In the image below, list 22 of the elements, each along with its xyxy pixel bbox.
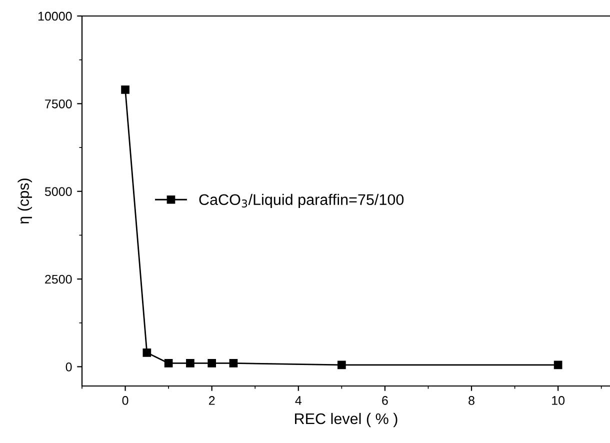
y-tick-label: 5000 [44,187,72,196]
point [186,359,194,368]
y-tick-label: 0 [66,362,72,372]
point [121,85,130,94]
legend-label: CaCO$_{3}$/Liquid paraffin=75/100 [199,194,404,208]
x-tick-label: 0 [122,396,128,405]
x-tick-label: 2 [208,396,215,405]
x-axis-title: REC level ( % ) [295,412,398,428]
x-tick-label: 6 [382,396,388,405]
point [554,360,562,370]
x-tick-label: 4 [295,396,302,405]
x-tick-label: 10 [552,396,565,405]
point [338,360,346,370]
point [142,348,152,357]
y-tick-label: 7500 [45,99,72,108]
point [229,359,238,368]
point [164,359,173,368]
y-tick-label: 2500 [45,274,72,284]
y-axis-title: η (cps) [18,178,32,224]
y-tick-label: 10000 [38,12,72,21]
x-tick-label: 8 [468,396,474,405]
point [208,359,216,368]
